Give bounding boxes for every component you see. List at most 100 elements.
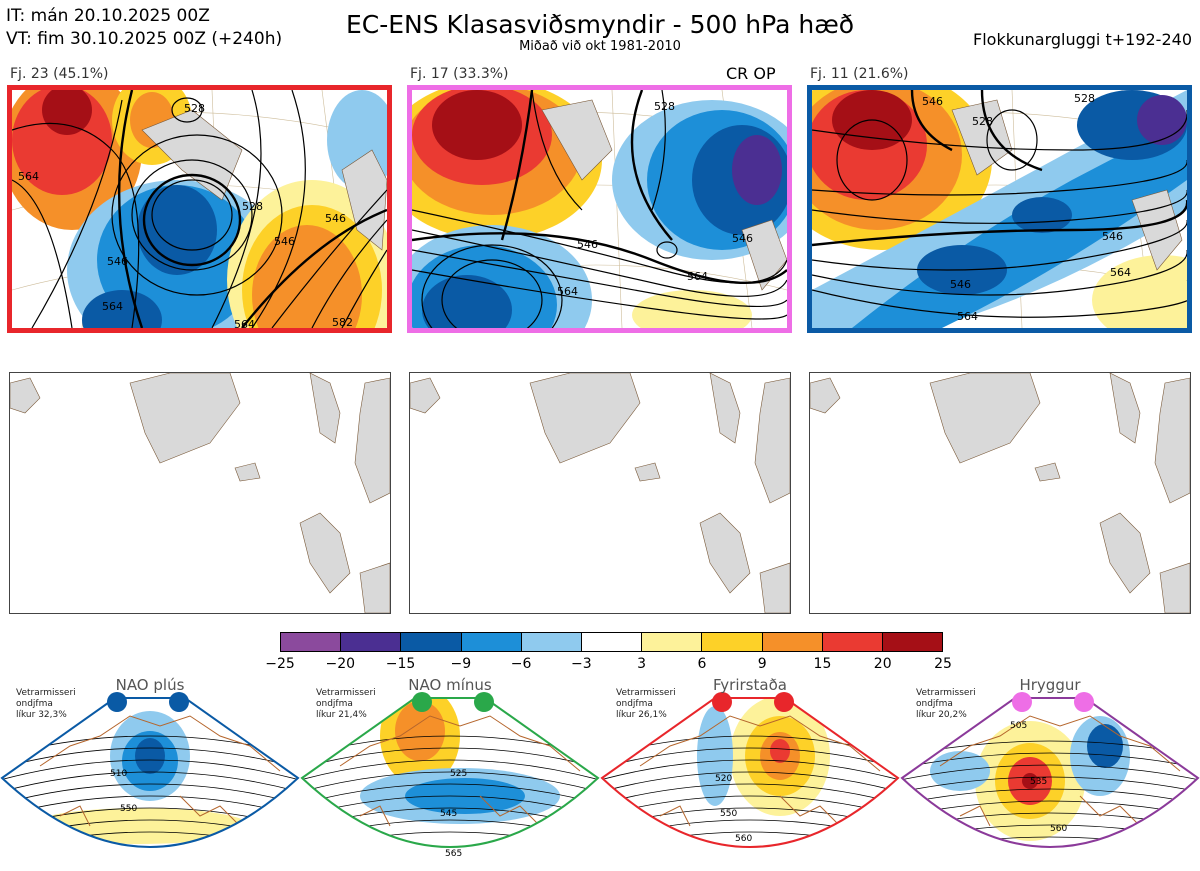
cluster-1-contour-label: 546: [107, 255, 128, 268]
regime-contour-label: 545: [440, 809, 457, 819]
regime-contour-label: 565: [445, 849, 462, 859]
regime-contour-label: 535: [1030, 777, 1047, 787]
regime-note: Vetrarmisseri ondjfma líkur 21,4%: [316, 688, 376, 721]
regime-marker-dot: [474, 692, 494, 712]
anomaly-blob: [135, 738, 165, 774]
cluster-2-contour-label: 564: [687, 270, 708, 283]
regime-panel: 505 535 560 Hryggur Vetrarmisseri ondjfma líku…: [900, 676, 1200, 871]
regime-marker-dot: [412, 692, 432, 712]
height-contour: [602, 759, 898, 781]
regime-contour-label: 505: [1010, 721, 1027, 731]
regime-note-line: líkur 26,1%: [616, 710, 667, 720]
regime-note: Vetrarmisseri ondjfma líkur 26,1%: [616, 688, 676, 721]
height-contour: [902, 776, 1198, 793]
height-contour: [602, 771, 898, 793]
cluster-1-contour-label: 546: [325, 212, 346, 225]
regime-marker-dot: [712, 692, 732, 712]
anomaly-blob: [697, 706, 733, 806]
control-operational-label: CR OP: [726, 64, 776, 83]
colorbar-segment: [521, 633, 582, 651]
height-contour: [902, 836, 1198, 847]
cluster-3-contour-label: 528: [972, 115, 993, 128]
height-contour: [902, 752, 1198, 769]
regime-panel: 510 550 NAO plús Vetrarmisseri ondjfma líkur …: [0, 676, 300, 871]
colorbar-tick-label: 6: [697, 656, 707, 672]
colorbar-segment: [461, 633, 522, 651]
colorbar-tick-label: 3: [637, 656, 647, 672]
regime-note: Vetrarmisseri ondjfma líkur 32,3%: [16, 688, 76, 721]
cluster-2-contour-label: 546: [732, 232, 753, 245]
page-title: EC-ENS Klasasviðsmyndir - 500 hPa hæð: [345, 10, 855, 39]
colorbar-tick-label: −3: [571, 656, 592, 672]
classification-window: Flokkunargluggi t+192-240: [973, 30, 1192, 49]
regime-note-line: líkur 32,3%: [16, 710, 67, 720]
cluster-3-contour-label: 546: [950, 278, 971, 291]
colorbar-segment: [401, 633, 462, 651]
colorbar-segment: [762, 633, 823, 651]
height-contour: [2, 783, 298, 805]
regime-marker-dot: [169, 692, 189, 712]
regime-outline: [0, 697, 300, 848]
empty-map-1: [9, 372, 391, 614]
colorbar-segment: [702, 633, 763, 651]
height-contour: [602, 783, 898, 805]
colorbar-segment: [581, 633, 643, 651]
regime-contour-label: 520: [715, 774, 732, 784]
regime-marker-dot: [774, 692, 794, 712]
regime-marker-dot: [1074, 692, 1094, 712]
colorbar-segment: [642, 633, 703, 651]
regime-contour-label: 550: [120, 804, 137, 814]
cluster-3-contour-label: 546: [1102, 230, 1123, 243]
cluster-1-contour-label: 582: [332, 316, 353, 328]
regime-map: 525 545 565: [300, 692, 600, 859]
cluster-3-contour-label: 564: [1110, 266, 1131, 279]
regime-map: 505 535 560: [900, 692, 1200, 848]
height-contour: [302, 759, 598, 781]
cluster-2-contour-label: 528: [654, 100, 675, 113]
cluster-3-map: 546 528 528 546 546 564 564: [807, 85, 1192, 333]
anomaly-blob: [1087, 724, 1123, 768]
colorbar-tick-label: 20: [873, 656, 892, 672]
empty-map-3: [809, 372, 1191, 614]
regime-map: 510 550: [0, 692, 300, 848]
regime-marker-dot: [107, 692, 127, 712]
cluster-2-label: Fj. 17 (33.3%): [410, 66, 509, 82]
anomaly-blob: [30, 808, 250, 844]
height-contour: [2, 759, 298, 781]
regime-note-line: líkur 20,2%: [916, 710, 967, 720]
colorbar-segment: [822, 633, 883, 651]
height-contour: [2, 747, 298, 769]
cluster-1-contour-label: 564: [102, 300, 123, 313]
cluster-3-label: Fj. 11 (21.6%): [810, 66, 909, 82]
regime-note-line: ondjfma: [616, 699, 653, 709]
height-contour: [302, 783, 598, 805]
regime-outline: [900, 697, 1200, 848]
regime-note-line: ondjfma: [316, 699, 353, 709]
regime-title: Hryggur: [1019, 676, 1081, 694]
regime-title: NAO plús: [115, 676, 185, 694]
regime-outline: [300, 697, 600, 848]
regime-note-line: ondjfma: [16, 699, 53, 709]
colorbar-segment: [882, 633, 943, 651]
anomaly-blob: [395, 701, 445, 761]
colorbar-tick-label: 25: [934, 656, 952, 672]
height-contour: [902, 788, 1198, 805]
height-contour: [302, 747, 598, 769]
regime-note-line: Vetrarmisseri: [16, 688, 76, 698]
regime-marker-dot: [1012, 692, 1032, 712]
cluster-2-contour-label: 546: [577, 238, 598, 251]
page-subtitle: Miðað við okt 1981-2010: [519, 39, 681, 54]
regime-contour-label: 560: [735, 834, 752, 844]
initial-time: IT: mán 20.10.2025 00Z: [6, 6, 210, 26]
cluster-3-contour-label: 546: [922, 95, 943, 108]
cluster-1-map: 564 528 546 564 546 528 546 564 582: [7, 85, 392, 333]
colorbar-segment: [341, 633, 402, 651]
cluster-1-contour-label: 564: [234, 318, 255, 328]
colorbar: [280, 632, 943, 652]
regime-note-line: líkur 21,4%: [316, 710, 367, 720]
cluster-1-label: Fj. 23 (45.1%): [10, 66, 109, 82]
cluster-1-contour-label: 546: [274, 235, 295, 248]
cluster-1-contour-label: 528: [184, 102, 205, 115]
regime-note-line: Vetrarmisseri: [616, 688, 676, 698]
cluster-3-contour-label: 564: [957, 310, 978, 323]
